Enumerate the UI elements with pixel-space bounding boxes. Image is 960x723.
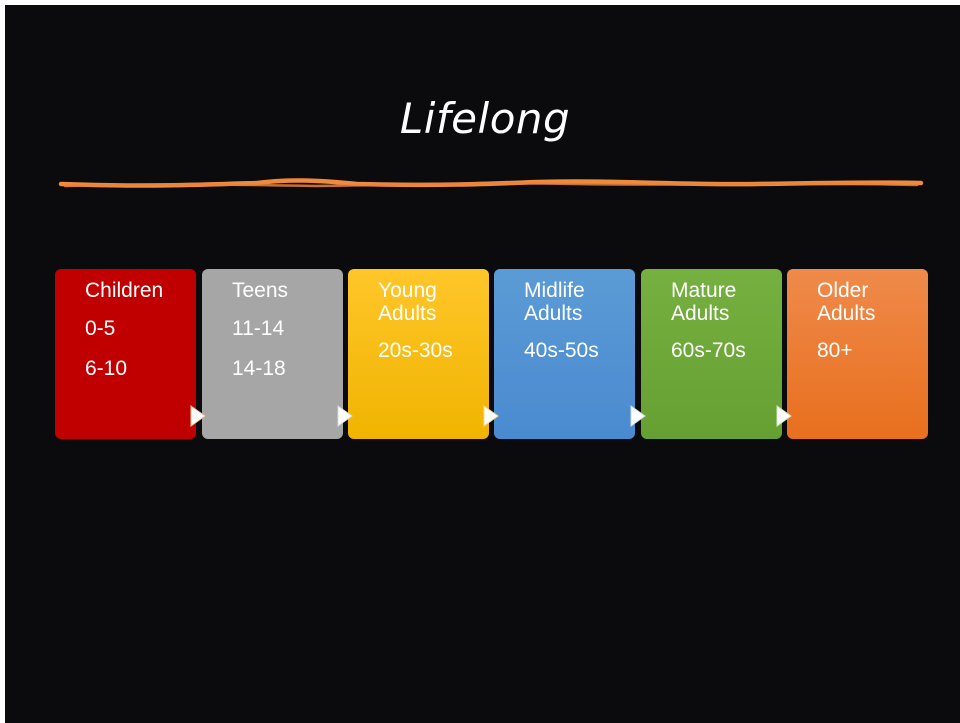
stage-children: Children 0-5 6-10: [55, 269, 196, 439]
stage-older-adults: Older Adults 80+: [787, 269, 928, 439]
stage-age: 60s-70s: [671, 339, 746, 362]
stage-teens: Teens 11-14 14-18: [202, 269, 343, 439]
title-underline: [58, 178, 924, 188]
stage-heading: Teens: [232, 279, 289, 302]
triangle-right-icon: [337, 405, 353, 427]
stage-young-adults: Young Adults 20s-30s: [348, 269, 489, 439]
triangle-right-icon: [483, 405, 499, 427]
stage-age: 0-5: [85, 317, 116, 340]
triangle-right-icon: [630, 405, 646, 427]
stage-age: 80+: [817, 339, 853, 362]
stage-heading: Older Adults: [817, 279, 876, 325]
life-stage-flow: Children 0-5 6-10 Teens 11-14 14-18 Youn…: [55, 269, 931, 439]
slide: Lifelong Children 0-5 6-10 Teens 11-14 1…: [5, 5, 960, 723]
stage-heading: Young Adults: [378, 279, 437, 325]
stage-age: 6-10: [85, 357, 128, 380]
stage-heading: Midlife Adults: [524, 279, 585, 325]
stage-heading: Mature Adults: [671, 279, 737, 325]
stage-heading: Children: [85, 279, 164, 302]
stage-mature-adults: Mature Adults 60s-70s: [641, 269, 782, 439]
stage-age: 40s-50s: [524, 339, 599, 362]
stage-age: 20s-30s: [378, 339, 453, 362]
triangle-right-icon: [776, 405, 792, 427]
slide-title: Lifelong: [399, 94, 571, 143]
triangle-right-icon: [190, 405, 206, 427]
stage-midlife-adults: Midlife Adults 40s-50s: [494, 269, 635, 439]
stage-age: 14-18: [232, 357, 286, 380]
stage-age: 11-14: [232, 317, 285, 340]
